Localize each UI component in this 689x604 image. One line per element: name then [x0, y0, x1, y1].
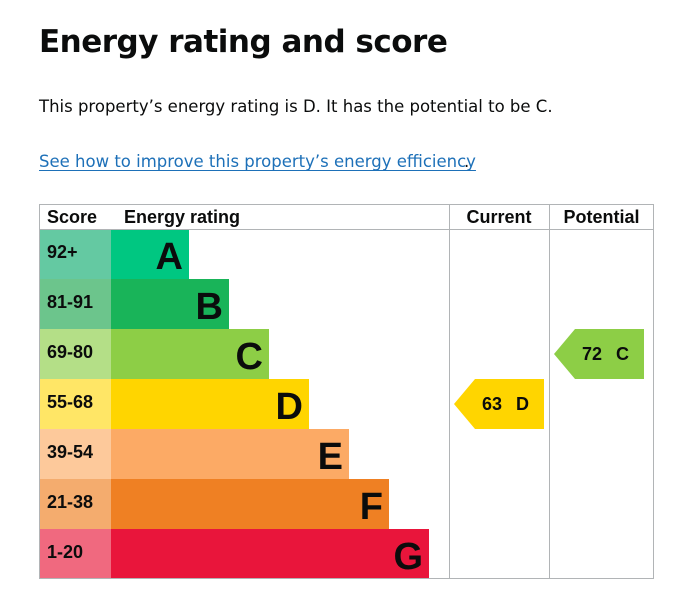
score-cell-c — [39, 329, 111, 379]
score-label-c: 69-80 — [47, 342, 93, 362]
header-energy-rating: Energy rating — [124, 207, 240, 227]
current-rating-letter: D — [516, 394, 529, 414]
rating-summary: This property’s energy rating is D. It h… — [39, 97, 553, 116]
rating-letter-e: E — [318, 436, 343, 478]
score-label-d: 55-68 — [47, 392, 93, 412]
rating-letter-g: G — [393, 536, 423, 578]
rating-bar-a — [111, 229, 189, 279]
rating-bar-b — [111, 279, 229, 329]
potential-rating-arrow — [554, 329, 644, 379]
rating-bar-g — [111, 529, 429, 579]
page-title: Energy rating and score — [39, 24, 448, 60]
chart-frame — [39, 204, 654, 579]
rating-bar-f — [111, 479, 389, 529]
potential-rating-value: 72 — [582, 344, 602, 364]
rating-letter-a: A — [156, 236, 183, 278]
header-potential: Potential — [563, 207, 639, 227]
score-label-b: 81-91 — [47, 292, 93, 312]
link-suffix: . — [464, 152, 470, 171]
rating-bar-d — [111, 379, 309, 429]
score-label-g: 1-20 — [47, 542, 83, 562]
score-label-f: 21-38 — [47, 492, 93, 512]
improve-efficiency-link[interactable]: See how to improve this property’s energ… — [39, 152, 476, 171]
rating-letter-c: C — [236, 336, 263, 378]
rating-letter-f: F — [360, 486, 383, 528]
current-rating-value: 63 — [482, 394, 502, 414]
rating-bar-c — [111, 329, 269, 379]
score-label-a: 92+ — [47, 242, 78, 262]
score-cell-e — [39, 429, 111, 479]
current-rating-arrow — [454, 379, 544, 429]
score-cell-d — [39, 379, 111, 429]
rating-letter-b: B — [196, 286, 223, 328]
score-cell-g — [39, 529, 111, 579]
header-current: Current — [466, 207, 531, 227]
score-label-e: 39-54 — [47, 442, 93, 462]
potential-rating-letter: C — [616, 344, 629, 364]
score-cell-a — [39, 229, 111, 279]
score-cell-b — [39, 279, 111, 329]
rating-bar-e — [111, 429, 349, 479]
header-score: Score — [47, 207, 97, 227]
rating-letter-d: D — [276, 386, 303, 428]
score-cell-f — [39, 479, 111, 529]
